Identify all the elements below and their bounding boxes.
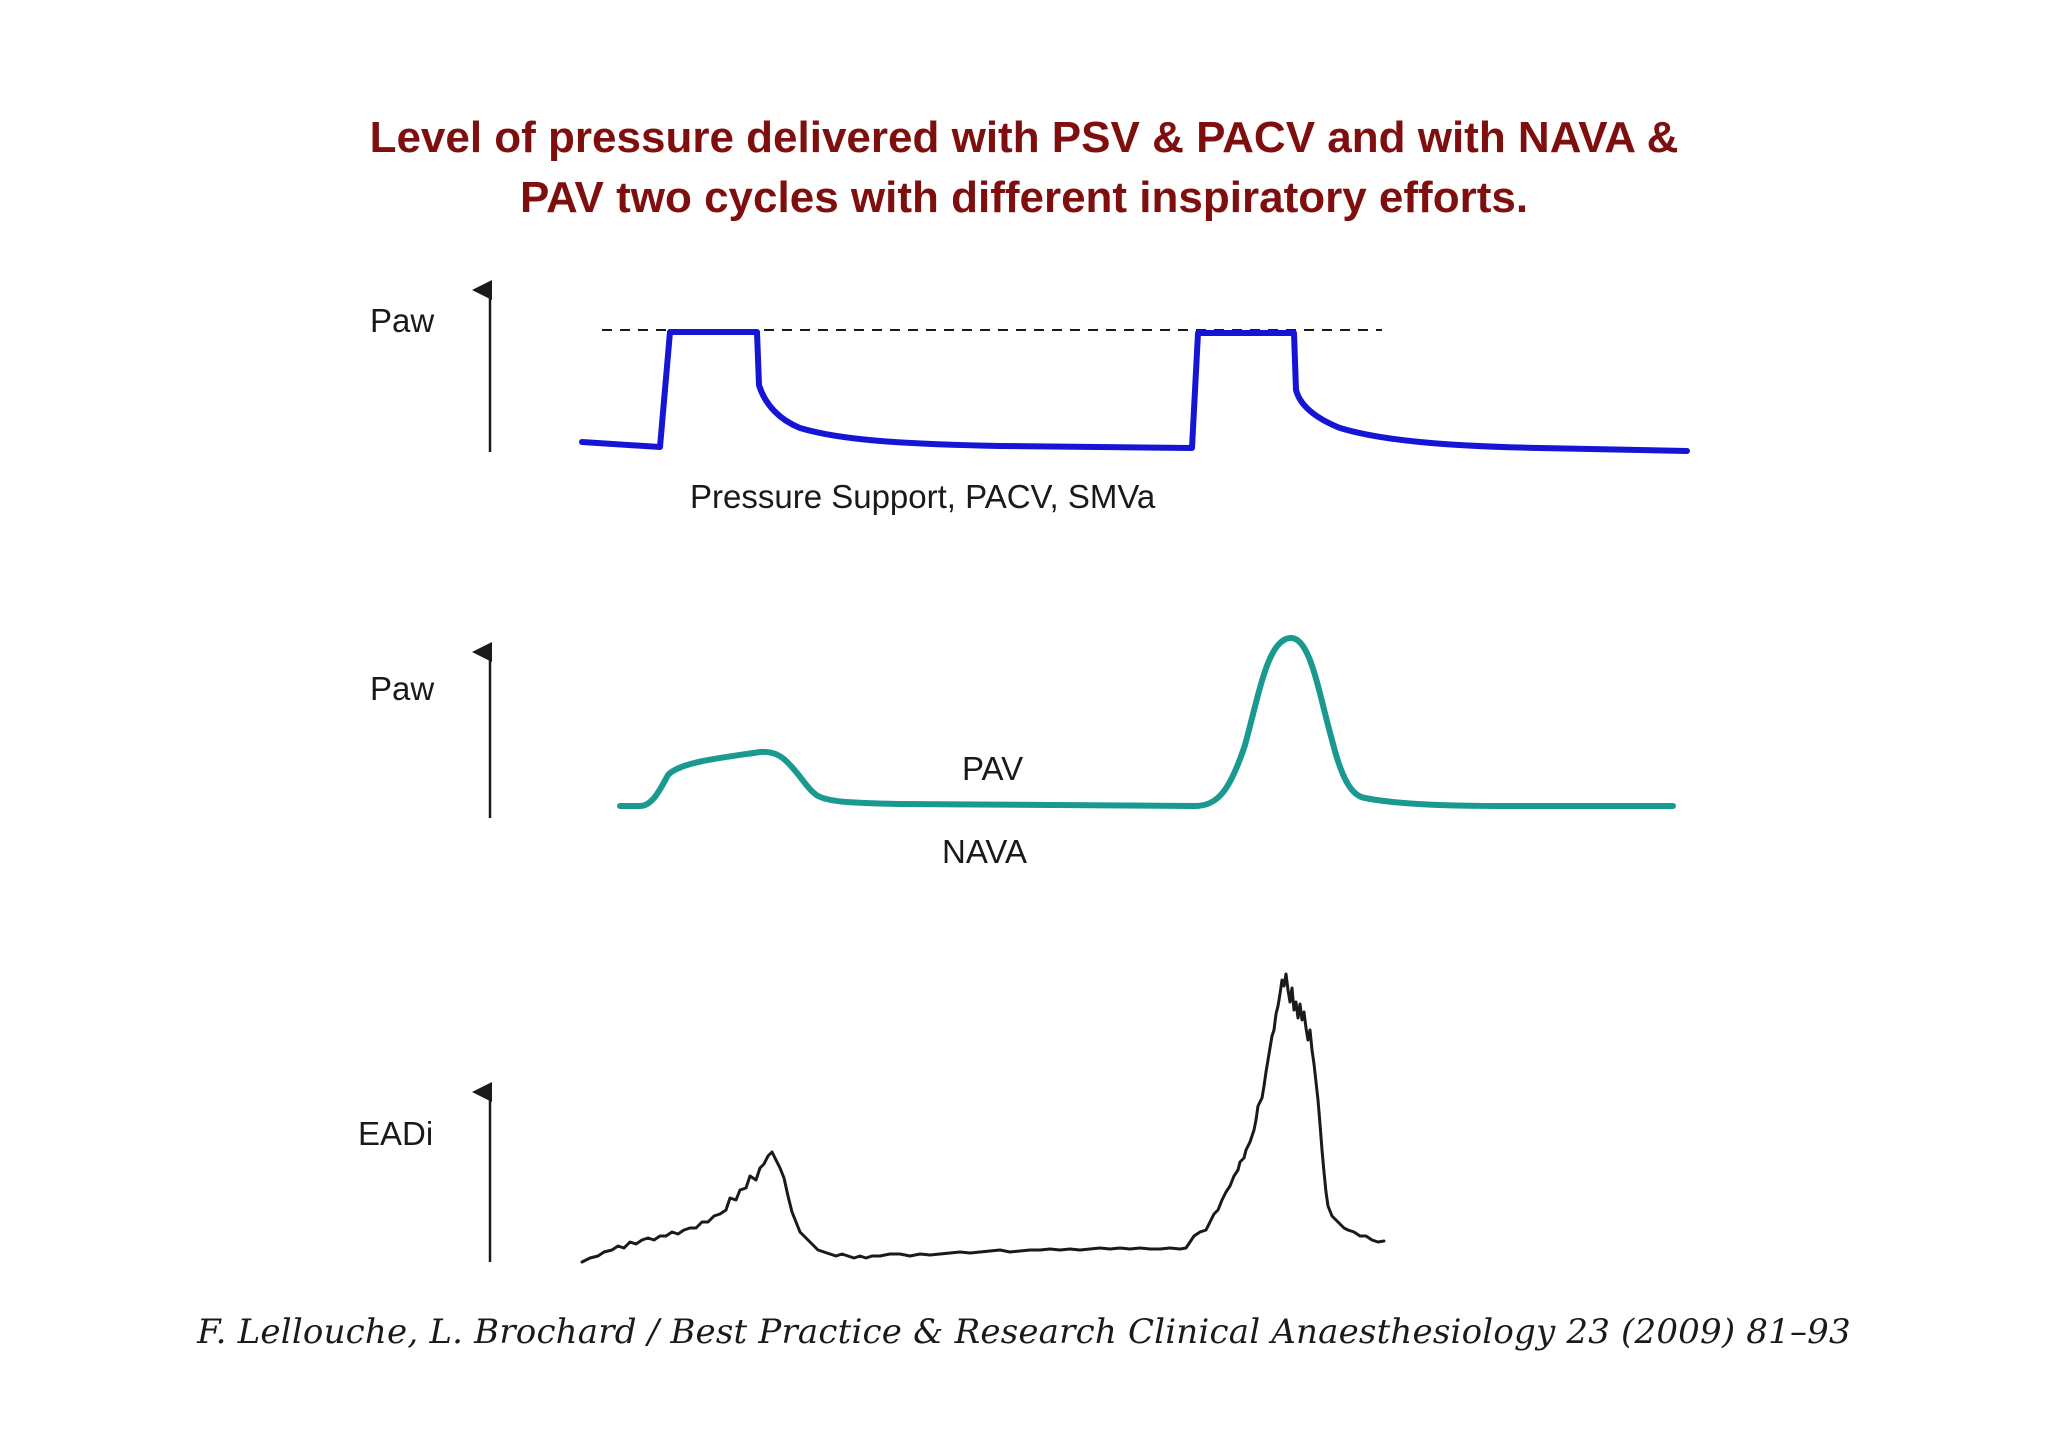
paw-axis-label-2: Paw [370,670,434,707]
eadi-axis-label: EADi [358,1115,433,1152]
panel-pressure-support: Paw Pressure Support, PACV, SMVa [370,280,1690,515]
pressure-support-curve [579,329,1690,454]
eadi-curve [580,972,1386,1264]
citation: F. Lellouche, L. Brochard / Best Practic… [197,1312,1851,1352]
title-line-1: Level of pressure delivered with PSV & P… [369,113,1679,162]
pav-label: PAV [962,750,1023,787]
slide-title: Level of pressure delivered with PSV & P… [0,108,2048,228]
paw-axis-label-1: Paw [370,302,434,339]
pressure-support-label: Pressure Support, PACV, SMVa [690,478,1156,515]
panel-eadi: EADi [358,972,1386,1264]
panel-pav-nava: Paw PAV NAVA [370,635,1676,870]
title-line-2: PAV two cycles with different inspirator… [519,173,1529,222]
pav-nava-curve [617,635,1676,809]
nava-label: NAVA [942,833,1027,870]
